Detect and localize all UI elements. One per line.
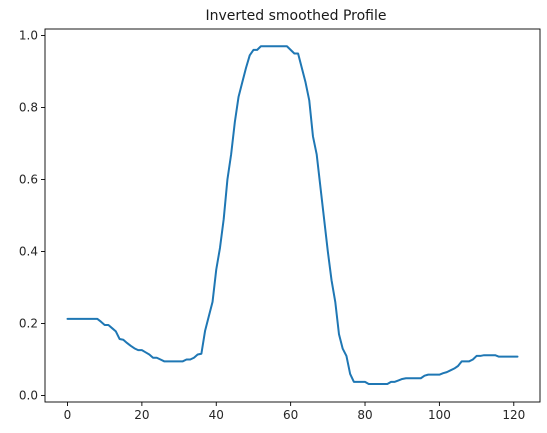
y-tick-label: 0.6	[19, 172, 38, 186]
x-tick-label: 60	[283, 408, 298, 422]
chart-title: Inverted smoothed Profile	[205, 8, 386, 24]
x-tick-label: 40	[209, 408, 224, 422]
y-tick-label: 0.0	[19, 389, 38, 403]
y-tick-label: 1.0	[19, 28, 38, 42]
y-tick-label: 0.4	[19, 245, 38, 259]
x-tick-label: 100	[428, 408, 451, 422]
x-tick-label: 120	[502, 408, 525, 422]
series-line	[66, 45, 519, 385]
x-tick-label: 80	[357, 408, 372, 422]
series-layer	[66, 45, 519, 385]
y-tick-label: 0.8	[19, 100, 38, 114]
x-tick-label: 20	[134, 408, 149, 422]
x-tick-label: 0	[64, 408, 72, 422]
plot-frame	[44, 28, 541, 403]
y-tick-label: 0.2	[19, 317, 38, 331]
x-axis: 0 20 40 60 80 100 120	[64, 402, 525, 422]
plot-area	[44, 28, 541, 403]
y-axis: 0.0 0.2 0.4 0.6 0.8 1.0	[19, 28, 45, 403]
